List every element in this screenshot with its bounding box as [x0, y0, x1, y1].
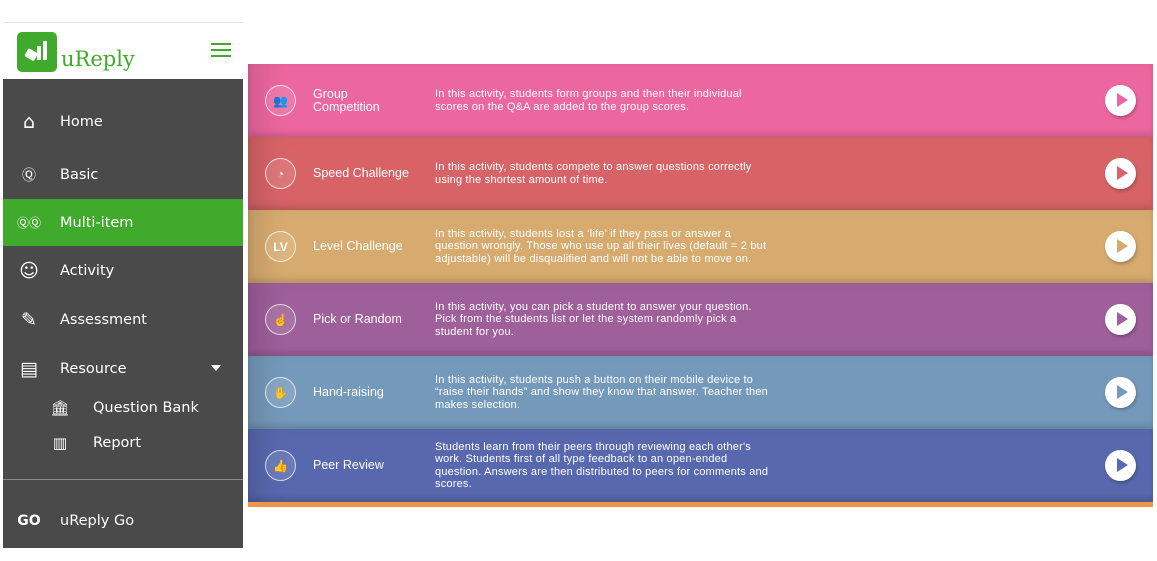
ureply-logo-icon [17, 32, 57, 72]
sidebar-divider [3, 479, 243, 480]
activity-title: Group Competition [313, 86, 380, 114]
play-button[interactable] [1105, 158, 1136, 189]
sidebar-item-label: uReply Go [60, 512, 135, 529]
sidebar: uReply ⌂ Home Ⓠ Basic ⓆⓆ Multi-item ☺ Activi… [3, 22, 243, 548]
activity-title: Pick or Random [313, 312, 402, 326]
qq-bubbles-icon: ⓆⓆ [16, 216, 41, 230]
activity-title: Peer Review [313, 458, 384, 472]
activity-description: Students learn from their peers through … [435, 440, 769, 491]
bank-icon: 🏛 [50, 399, 70, 417]
thumbs-icon: 👍 [265, 450, 296, 481]
activity-description: In this activity, students form groups a… [435, 88, 742, 113]
sidebar-item-home[interactable]: ⌂ Home [3, 98, 243, 145]
level-icon: LV [265, 231, 296, 262]
activity-title: Level Challenge [313, 239, 403, 253]
hamburger-menu-icon[interactable] [211, 43, 231, 57]
sidebar-header: uReply [3, 23, 243, 79]
sidebar-item-activity[interactable]: ☺ Activity [3, 247, 243, 294]
activity-row[interactable]: ☝ Pick or Random In this activity, you c… [248, 283, 1153, 356]
icon-text: LV [273, 239, 288, 254]
sidebar-item-label: Basic [60, 166, 99, 183]
sidebar-item-label: Report [93, 435, 142, 451]
caret-down-icon[interactable] [211, 365, 221, 371]
sidebar-item-label: Resource [60, 360, 127, 377]
pencil-icon: ✎ [21, 308, 37, 331]
play-button[interactable] [1105, 304, 1136, 335]
activity-description: In this activity, students lost a ‘life’… [435, 227, 767, 265]
activity-title: Speed Challenge [313, 166, 409, 180]
sidebar-item-label: Question Bank [93, 400, 199, 416]
activity-row[interactable]: 👍 Peer Review Students learn from their … [248, 429, 1153, 502]
footer-bar [248, 502, 1153, 507]
sidebar-item-resource[interactable]: ▤ Resource [3, 345, 243, 392]
activity-description: In this activity, students push a button… [435, 373, 769, 411]
activity-row[interactable]: ◔ Speed Challenge In this activity, stud… [248, 137, 1153, 210]
sidebar-item-label: Activity [60, 262, 115, 279]
play-button[interactable] [1105, 85, 1136, 116]
home-icon: ⌂ [22, 110, 36, 133]
sidebar-item-basic[interactable]: Ⓠ Basic [3, 151, 243, 198]
activity-row[interactable]: LV Level Challenge In this activity, stu… [248, 210, 1153, 283]
hand-pick-icon: ☝ [265, 304, 296, 335]
sidebar-item-assessment[interactable]: ✎ Assessment [3, 296, 243, 343]
activity-list: 👥 Group Competition In this activity, st… [248, 64, 1153, 507]
q-bubble-icon: Ⓠ [22, 167, 36, 184]
activity-description: In this activity, students compete to an… [435, 161, 752, 186]
ureply-go-logo-icon: GO [17, 512, 41, 529]
play-button[interactable] [1105, 231, 1136, 262]
bar-chart-icon: ▥ [52, 434, 68, 452]
raised-hands-icon: ✋ [265, 377, 296, 408]
library-icon: ▤ [20, 357, 38, 380]
smiley-icon: ☺ [19, 259, 39, 282]
play-button[interactable] [1105, 450, 1136, 481]
sidebar-item-question-bank[interactable]: 🏛 Question Bank [3, 388, 243, 428]
activity-row[interactable]: ✋ Hand-raising In this activity, student… [248, 356, 1153, 429]
brand-name: uReply [61, 47, 135, 71]
activity-description: In this activity, you can pick a student… [435, 300, 752, 338]
group-icon: 👥 [265, 85, 296, 116]
activity-title: Hand-raising [313, 385, 384, 399]
sidebar-item-ureply-go[interactable]: GO uReply Go [3, 497, 243, 544]
sidebar-item-label: Assessment [60, 311, 147, 328]
speedometer-icon: ◔ [265, 158, 296, 189]
sidebar-item-multi-item[interactable]: ⓆⓆ Multi-item [3, 199, 243, 246]
sidebar-item-label: Home [60, 113, 103, 130]
activity-row[interactable]: 👥 Group Competition In this activity, st… [248, 64, 1153, 137]
play-button[interactable] [1105, 377, 1136, 408]
sidebar-item-report[interactable]: ▥ Report [3, 423, 243, 463]
sidebar-item-label: Multi-item [60, 214, 134, 231]
